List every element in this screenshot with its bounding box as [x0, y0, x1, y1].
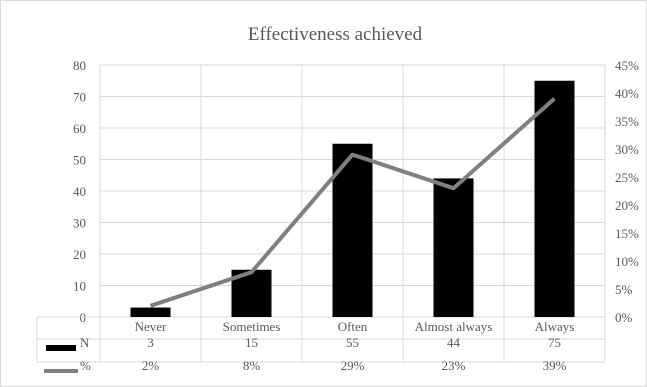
table-row-label: % — [80, 358, 91, 373]
y-right-tick-label: 45% — [615, 58, 639, 73]
y-right-tick-label: 15% — [615, 226, 639, 241]
y-left-tick-label: 30 — [73, 216, 86, 231]
y-right-tick-label: 10% — [615, 254, 639, 269]
x-category-label: Often — [338, 319, 368, 334]
y-right-tick-label: 5% — [615, 282, 633, 297]
x-category-label: Sometimes — [223, 319, 281, 334]
table-cell: 75 — [548, 335, 561, 350]
table-cell: 15 — [245, 335, 258, 350]
axes: 010203040506070800%5%10%15%20%25%30%35%4… — [73, 58, 639, 325]
y-left-tick-label: 10 — [73, 279, 86, 294]
table-cell: 29% — [341, 358, 365, 373]
y-left-tick-label: 50 — [73, 153, 86, 168]
y-right-tick-label: 30% — [615, 142, 639, 157]
table-cell: 39% — [543, 358, 567, 373]
data-table: Never Sometimes Often Almost always Always N 3… — [36, 316, 605, 373]
legend-key-bar — [46, 345, 76, 351]
y-left-tick-label: 70 — [73, 90, 86, 105]
percent-line — [149, 97, 556, 308]
y-right-tick-label: 0% — [615, 310, 633, 325]
y-left-tick-label: 60 — [73, 121, 86, 136]
y-right-tick-label: 20% — [615, 198, 639, 213]
table-cell: 8% — [243, 358, 261, 373]
line-series — [149, 97, 556, 308]
y-right-tick-label: 35% — [615, 114, 639, 129]
table-cell: 2% — [142, 358, 160, 373]
x-category-label: Almost always — [415, 319, 493, 334]
y-left-tick-label: 20 — [73, 247, 86, 262]
y-right-tick-label: 40% — [615, 86, 639, 101]
y-left-tick-label: 80 — [73, 58, 86, 73]
y-right-tick-label: 25% — [615, 170, 639, 185]
table-row-label: N — [80, 335, 90, 350]
table-cell: 55 — [346, 335, 359, 350]
bar-never — [130, 307, 171, 317]
bar-almost-always — [433, 178, 474, 317]
x-category-label: Never — [135, 319, 167, 334]
table-cell: 23% — [442, 358, 466, 373]
chart-title: Effectiveness achieved — [248, 24, 423, 45]
table-cell: 44 — [447, 335, 461, 350]
bar-always — [534, 80, 575, 317]
table-cell: 3 — [147, 335, 154, 350]
x-category-label: Always — [535, 319, 575, 334]
y-left-tick-label: 40 — [73, 184, 86, 199]
